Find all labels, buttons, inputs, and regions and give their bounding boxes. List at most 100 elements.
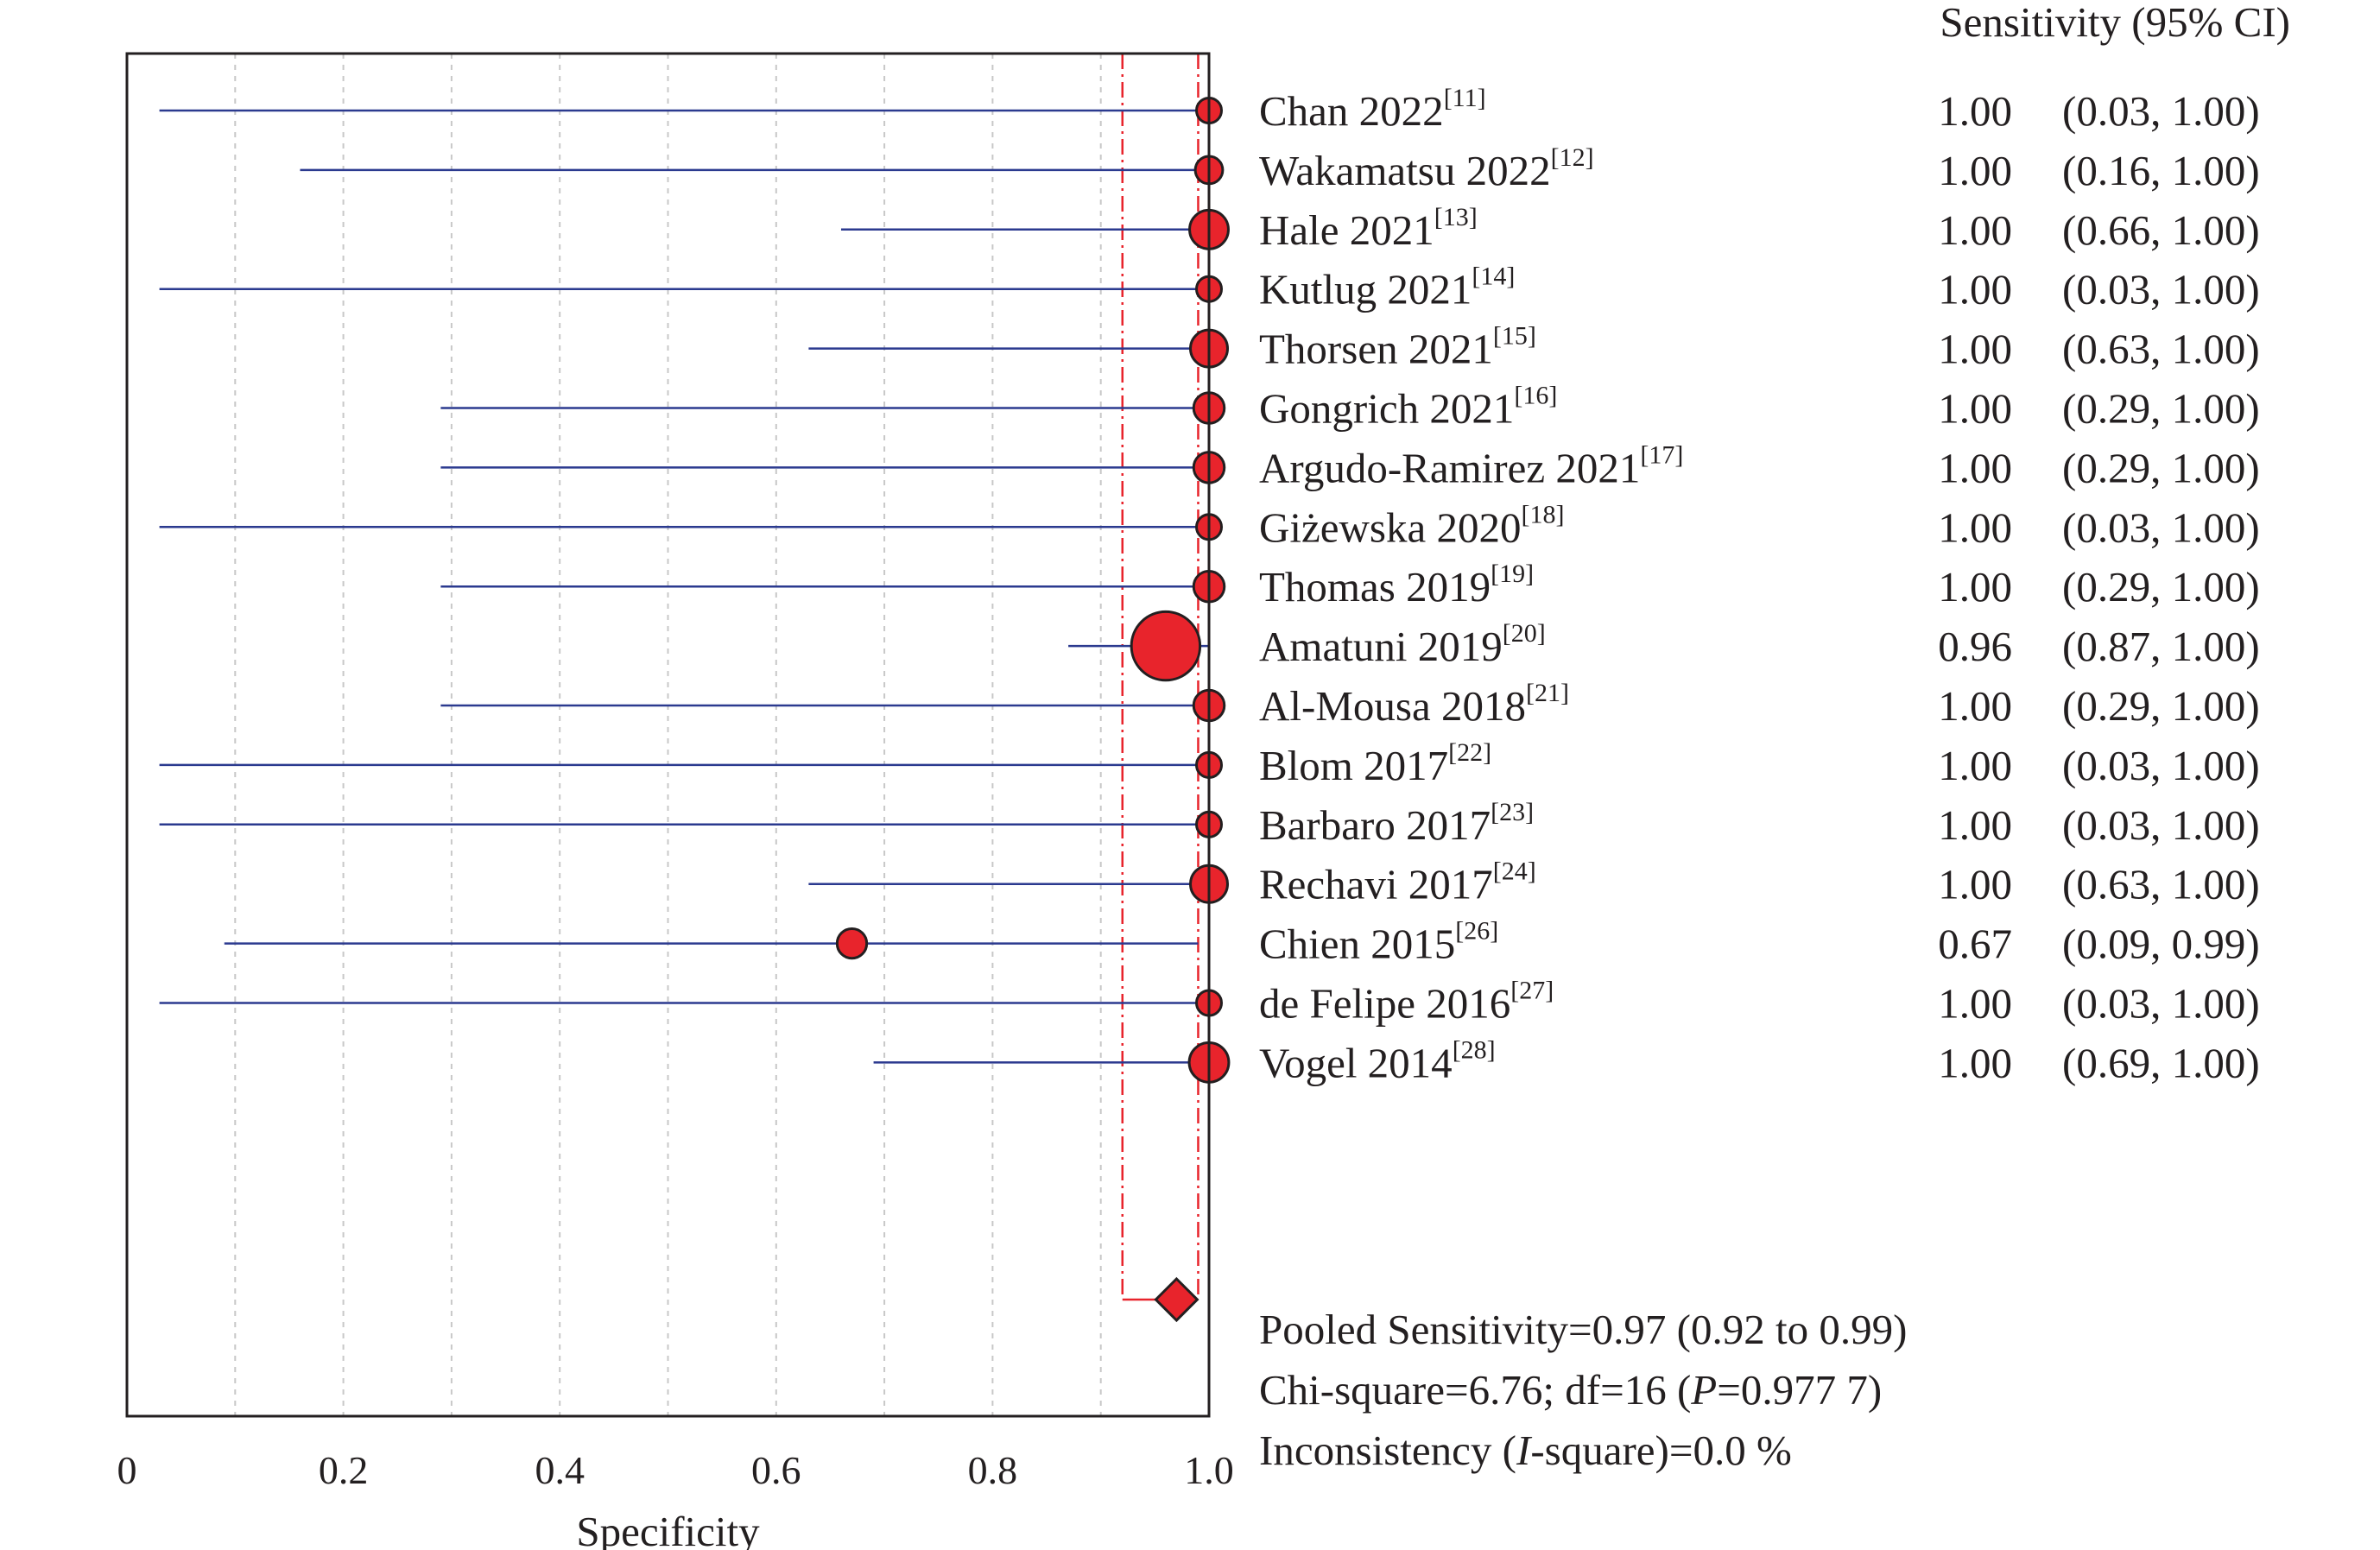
- pooled-summary: Pooled Sensitivity=0.97 (0.92 to 0.99) Ch…: [1259, 1306, 1907, 1474]
- x-tick-label: 0: [117, 1448, 137, 1492]
- study-name: Amatuni 2019: [1259, 623, 1503, 670]
- study-name: Wakamatsu 2022: [1259, 147, 1551, 194]
- sensitivity-ci: (0.03, 1.00): [2062, 801, 2260, 849]
- study-name: Chien 2015: [1259, 921, 1455, 968]
- sensitivity-value: 1.00: [1938, 147, 2012, 194]
- summary-text: =0.977 7): [1717, 1366, 1882, 1414]
- summary-line: Chi-square=6.76; df=16 (P=0.977 7): [1259, 1366, 1882, 1414]
- sensitivity-value: 1.00: [1938, 742, 2012, 789]
- sensitivity-value: 1.00: [1938, 503, 2012, 551]
- study-reference: [28]: [1453, 1035, 1496, 1064]
- sensitivity-ci: (0.03, 1.00): [2062, 87, 2260, 135]
- sensitivity-column-header: Sensitivity (95% CI): [1940, 0, 2290, 46]
- x-tick-label: 0.2: [319, 1448, 369, 1492]
- study-name: Argudo-Ramirez 2021: [1259, 444, 1640, 491]
- study-label: Chan 2022[11]: [1259, 84, 1486, 135]
- point-estimates: [835, 97, 1231, 1323]
- sensitivity-value: 1.00: [1938, 861, 2012, 908]
- study-reference: [27]: [1510, 977, 1554, 1005]
- sensitivity-ci: (0.03, 1.00): [2062, 266, 2260, 313]
- study-reference: [16]: [1514, 382, 1557, 410]
- study-name: Al-Mousa 2018: [1259, 682, 1526, 730]
- study-label: Rechavi 2017[24]: [1259, 857, 1536, 908]
- study-reference: [21]: [1526, 679, 1569, 707]
- sensitivity-ci: (0.03, 1.00): [2062, 503, 2260, 551]
- study-label: Blom 2017[22]: [1259, 738, 1491, 789]
- x-tick-label: 0.8: [968, 1448, 1018, 1492]
- sensitivity-value: 1.00: [1938, 801, 2012, 849]
- sensitivity-ci: (0.66, 1.00): [2062, 206, 2260, 254]
- gridlines: [234, 54, 1102, 1416]
- study-name: Barbaro 2017: [1259, 801, 1491, 849]
- study-name: Blom 2017: [1259, 742, 1448, 789]
- study-reference: [13]: [1434, 203, 1478, 231]
- sensitivity-value: 1.00: [1938, 87, 2012, 135]
- study-label: Barbaro 2017[23]: [1259, 798, 1534, 849]
- pooled-diamond: [1154, 1276, 1199, 1323]
- sensitivity-ci: (0.29, 1.00): [2062, 385, 2260, 433]
- study-reference: [19]: [1491, 560, 1534, 588]
- x-tick-label: 0.6: [751, 1448, 801, 1492]
- summary-italic: I: [1516, 1427, 1533, 1474]
- study-label: Thorsen 2021[15]: [1259, 322, 1536, 373]
- summary-text: -square)=0.0 %: [1530, 1427, 1791, 1474]
- sensitivity-value: 1.00: [1938, 980, 2012, 1028]
- study-reference: [26]: [1455, 917, 1498, 946]
- summary-text: Chi-square=6.76; df=16 (: [1259, 1366, 1691, 1414]
- study-label: Argudo-Ramirez 2021[17]: [1259, 440, 1683, 491]
- study-label: Amatuni 2019[20]: [1259, 619, 1546, 670]
- study-name: Giżewska 2020: [1259, 503, 1521, 551]
- sensitivity-ci: (0.09, 0.99): [2062, 921, 2260, 968]
- study-label: Vogel 2014[28]: [1259, 1035, 1496, 1086]
- study-reference: [24]: [1493, 857, 1536, 886]
- study-reference: [23]: [1491, 798, 1534, 826]
- summary-text: Inconsistency (: [1259, 1427, 1516, 1474]
- sensitivity-value: 1.00: [1938, 1039, 2012, 1086]
- study-label: Hale 2021[13]: [1259, 203, 1478, 254]
- estimate-marker: [1130, 610, 1202, 682]
- confidence-intervals: [159, 109, 1209, 1064]
- study-label: Kutlug 2021[14]: [1259, 263, 1515, 313]
- sensitivity-value: 1.00: [1938, 266, 2012, 313]
- sensitivity-ci: (0.87, 1.00): [2062, 623, 2260, 670]
- sensitivity-ci: (0.63, 1.00): [2062, 326, 2260, 373]
- study-name: Rechavi 2017: [1259, 861, 1493, 908]
- study-label: de Felipe 2016[27]: [1259, 977, 1554, 1028]
- study-name: Chan 2022: [1259, 87, 1444, 135]
- sensitivity-ci: (0.03, 1.00): [2062, 742, 2260, 789]
- x-tick-label: 1.0: [1184, 1448, 1234, 1492]
- sensitivity-value: 1.00: [1938, 444, 2012, 491]
- x-axis-ticks: 0 0.2 0.4 0.6 0.8 1.0: [117, 1448, 1234, 1492]
- sensitivity-value: 1.00: [1938, 563, 2012, 611]
- study-name: Hale 2021: [1259, 206, 1434, 254]
- study-reference: [15]: [1493, 322, 1536, 351]
- sensitivity-value: 1.00: [1938, 682, 2012, 730]
- sensitivity-value: 0.96: [1938, 623, 2012, 670]
- study-name: Kutlug 2021: [1259, 266, 1472, 313]
- x-axis-title: Specificity: [576, 1508, 760, 1550]
- sensitivity-value: 0.67: [1938, 921, 2012, 968]
- sensitivity-ci: (0.03, 1.00): [2062, 980, 2260, 1028]
- study-reference: [12]: [1551, 143, 1594, 172]
- study-name: Vogel 2014: [1259, 1039, 1453, 1086]
- study-label: Gongrich 2021[16]: [1259, 382, 1557, 433]
- sensitivity-value: 1.00: [1938, 206, 2012, 254]
- study-reference: [11]: [1444, 84, 1486, 112]
- study-name: Thomas 2019: [1259, 563, 1491, 611]
- sensitivity-ci: (0.29, 1.00): [2062, 563, 2260, 611]
- study-reference: [18]: [1521, 500, 1564, 528]
- summary-italic: P: [1690, 1366, 1717, 1414]
- study-name: de Felipe 2016: [1259, 980, 1510, 1028]
- study-reference: [20]: [1503, 619, 1546, 648]
- study-label: Thomas 2019[19]: [1259, 560, 1534, 611]
- estimate-marker: [835, 927, 869, 960]
- study-label: Giżewska 2020[18]: [1259, 500, 1564, 551]
- sensitivity-ci: (0.29, 1.00): [2062, 682, 2260, 730]
- sensitivity-ci: (0.29, 1.00): [2062, 444, 2260, 491]
- study-reference: [17]: [1640, 440, 1683, 469]
- study-label: Chien 2015[26]: [1259, 917, 1498, 968]
- study-name: Gongrich 2021: [1259, 385, 1514, 433]
- study-labels: Chan 2022[11] 1.00 (0.03, 1.00) Wakamatsu 2…: [1259, 84, 2260, 1086]
- plot-frame: [125, 52, 1211, 1418]
